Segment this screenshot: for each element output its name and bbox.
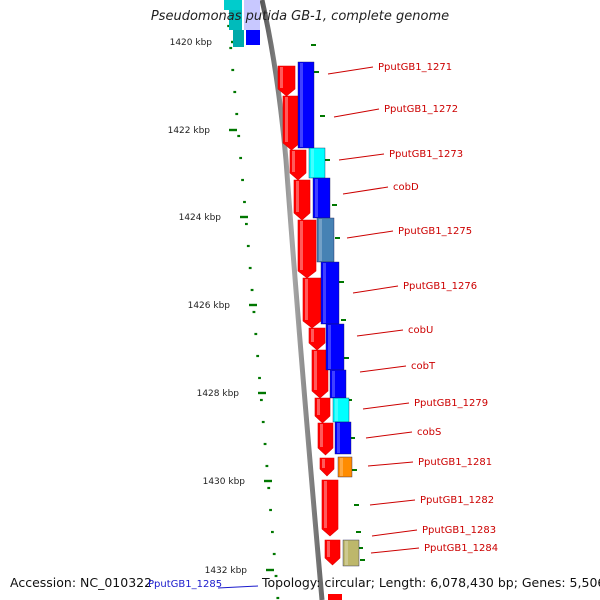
gene-feature-highlight [335,399,338,421]
gene-label[interactable]: PputGB1_1273 [389,149,463,160]
ruler-label: 1420 kbp [170,38,213,48]
gene-label-layer: PputGB1_1271 PputGB1_1272 PputGB1_1273 cobD… [217,62,498,589]
gene-track [277,61,360,600]
partial-gene-feature [229,10,242,30]
ruler-label: 1424 kbp [179,213,222,223]
gene-label-leader [365,431,413,439]
gene-label[interactable]: PputGB1_1282 [420,495,494,506]
gene-feature-highlight [332,371,335,397]
gene-label[interactable]: cobU [408,325,433,336]
gene-feature-highlight [322,459,325,468]
gene-label-leader [342,186,389,195]
gene-label-leader [359,365,407,373]
gene-label-leader [369,499,416,506]
gene-label[interactable]: PputGB1_1284 [424,543,498,554]
gene-label-leader [370,547,420,554]
gene-feature-highlight [320,424,323,447]
gene-feature-highlight [280,67,283,88]
gene-feature-highlight [323,263,326,323]
gene-label-leader [338,153,385,161]
gene-feature-highlight [285,97,288,142]
gene-label-leader [367,461,414,467]
gene-feature-highlight [296,181,299,212]
partial-gene-top [224,0,260,47]
gene-feature-highlight [328,325,331,369]
ruler-label: 1430 kbp [203,477,246,487]
genome-backbone [259,0,325,600]
gene-label-leader [356,329,404,337]
gene-label[interactable]: PputGB1_1283 [422,525,496,536]
gene-label[interactable]: PputGB1_1271 [378,62,452,73]
ruler-track: 1420 kbp 1422 kbp 1424 kbp 1426 kbp 1428 kbp… [168,2,365,600]
gene-feature-inner[interactable] [297,61,315,149]
gene-feature-highlight [337,423,340,453]
gene-label[interactable]: PputGB1_1275 [398,226,472,237]
gene-feature-inner[interactable] [342,539,360,567]
map-title: Pseudomonas putida GB-1, complete genome [150,9,450,24]
gene-feature-highlight [345,541,348,565]
partial-gene-feature [246,30,260,45]
partial-gene-feature [233,30,244,47]
partial-gene-bottom [328,594,342,600]
gene-feature-highlight [319,219,322,261]
ruler-label: 1426 kbp [188,301,231,311]
gene-feature-inner[interactable] [337,456,353,478]
gene-feature-highlight [311,149,314,177]
gene-label[interactable]: PputGB1_1281 [418,457,492,468]
ruler-label: 1432 kbp [205,566,248,576]
partial-gene-feature [224,0,242,10]
gene-label[interactable]: cobD [393,182,419,193]
gene-label[interactable]: PputGB1_1276 [403,281,477,292]
gene-label-leader [346,230,394,239]
partial-gene-feature [244,0,260,30]
gene-label-leader [327,66,374,75]
gene-label-leader [333,108,380,118]
ruler-label: 1422 kbp [168,126,211,136]
gene-label-leader [352,285,399,294]
gene-label-leader [371,529,418,537]
gene-feature-highlight [292,151,295,172]
gene-feature-inner[interactable] [334,421,352,455]
gene-feature-highlight [305,279,308,320]
gene-feature-highlight [315,179,318,217]
gene-feature-highlight [314,351,317,390]
gene-feature-highlight [340,458,343,476]
gene-feature-highlight [300,63,303,147]
gene-feature-highlight [317,399,320,415]
gene-label[interactable]: PputGB1_1279 [414,398,488,409]
gene-feature-highlight [327,541,330,557]
genome-summary-text: Topology: circular; Length: 6,078,430 bp… [262,575,600,590]
gene-feature-highlight [300,221,303,270]
gene-label-leader [362,402,410,410]
gene-label[interactable]: cobT [411,361,436,372]
gene-feature-highlight [324,481,327,528]
ruler-label: 1428 kbp [197,389,240,399]
gene-label-lower[interactable]: PputGB1_1285 [148,579,223,590]
accession-text: Accession: NC_010322 [10,575,153,590]
gene-feature-highlight [311,329,314,342]
gene-label[interactable]: cobS [417,427,441,438]
gene-label-leader-lower [217,585,259,589]
gene-label[interactable]: PputGB1_1272 [384,104,458,115]
